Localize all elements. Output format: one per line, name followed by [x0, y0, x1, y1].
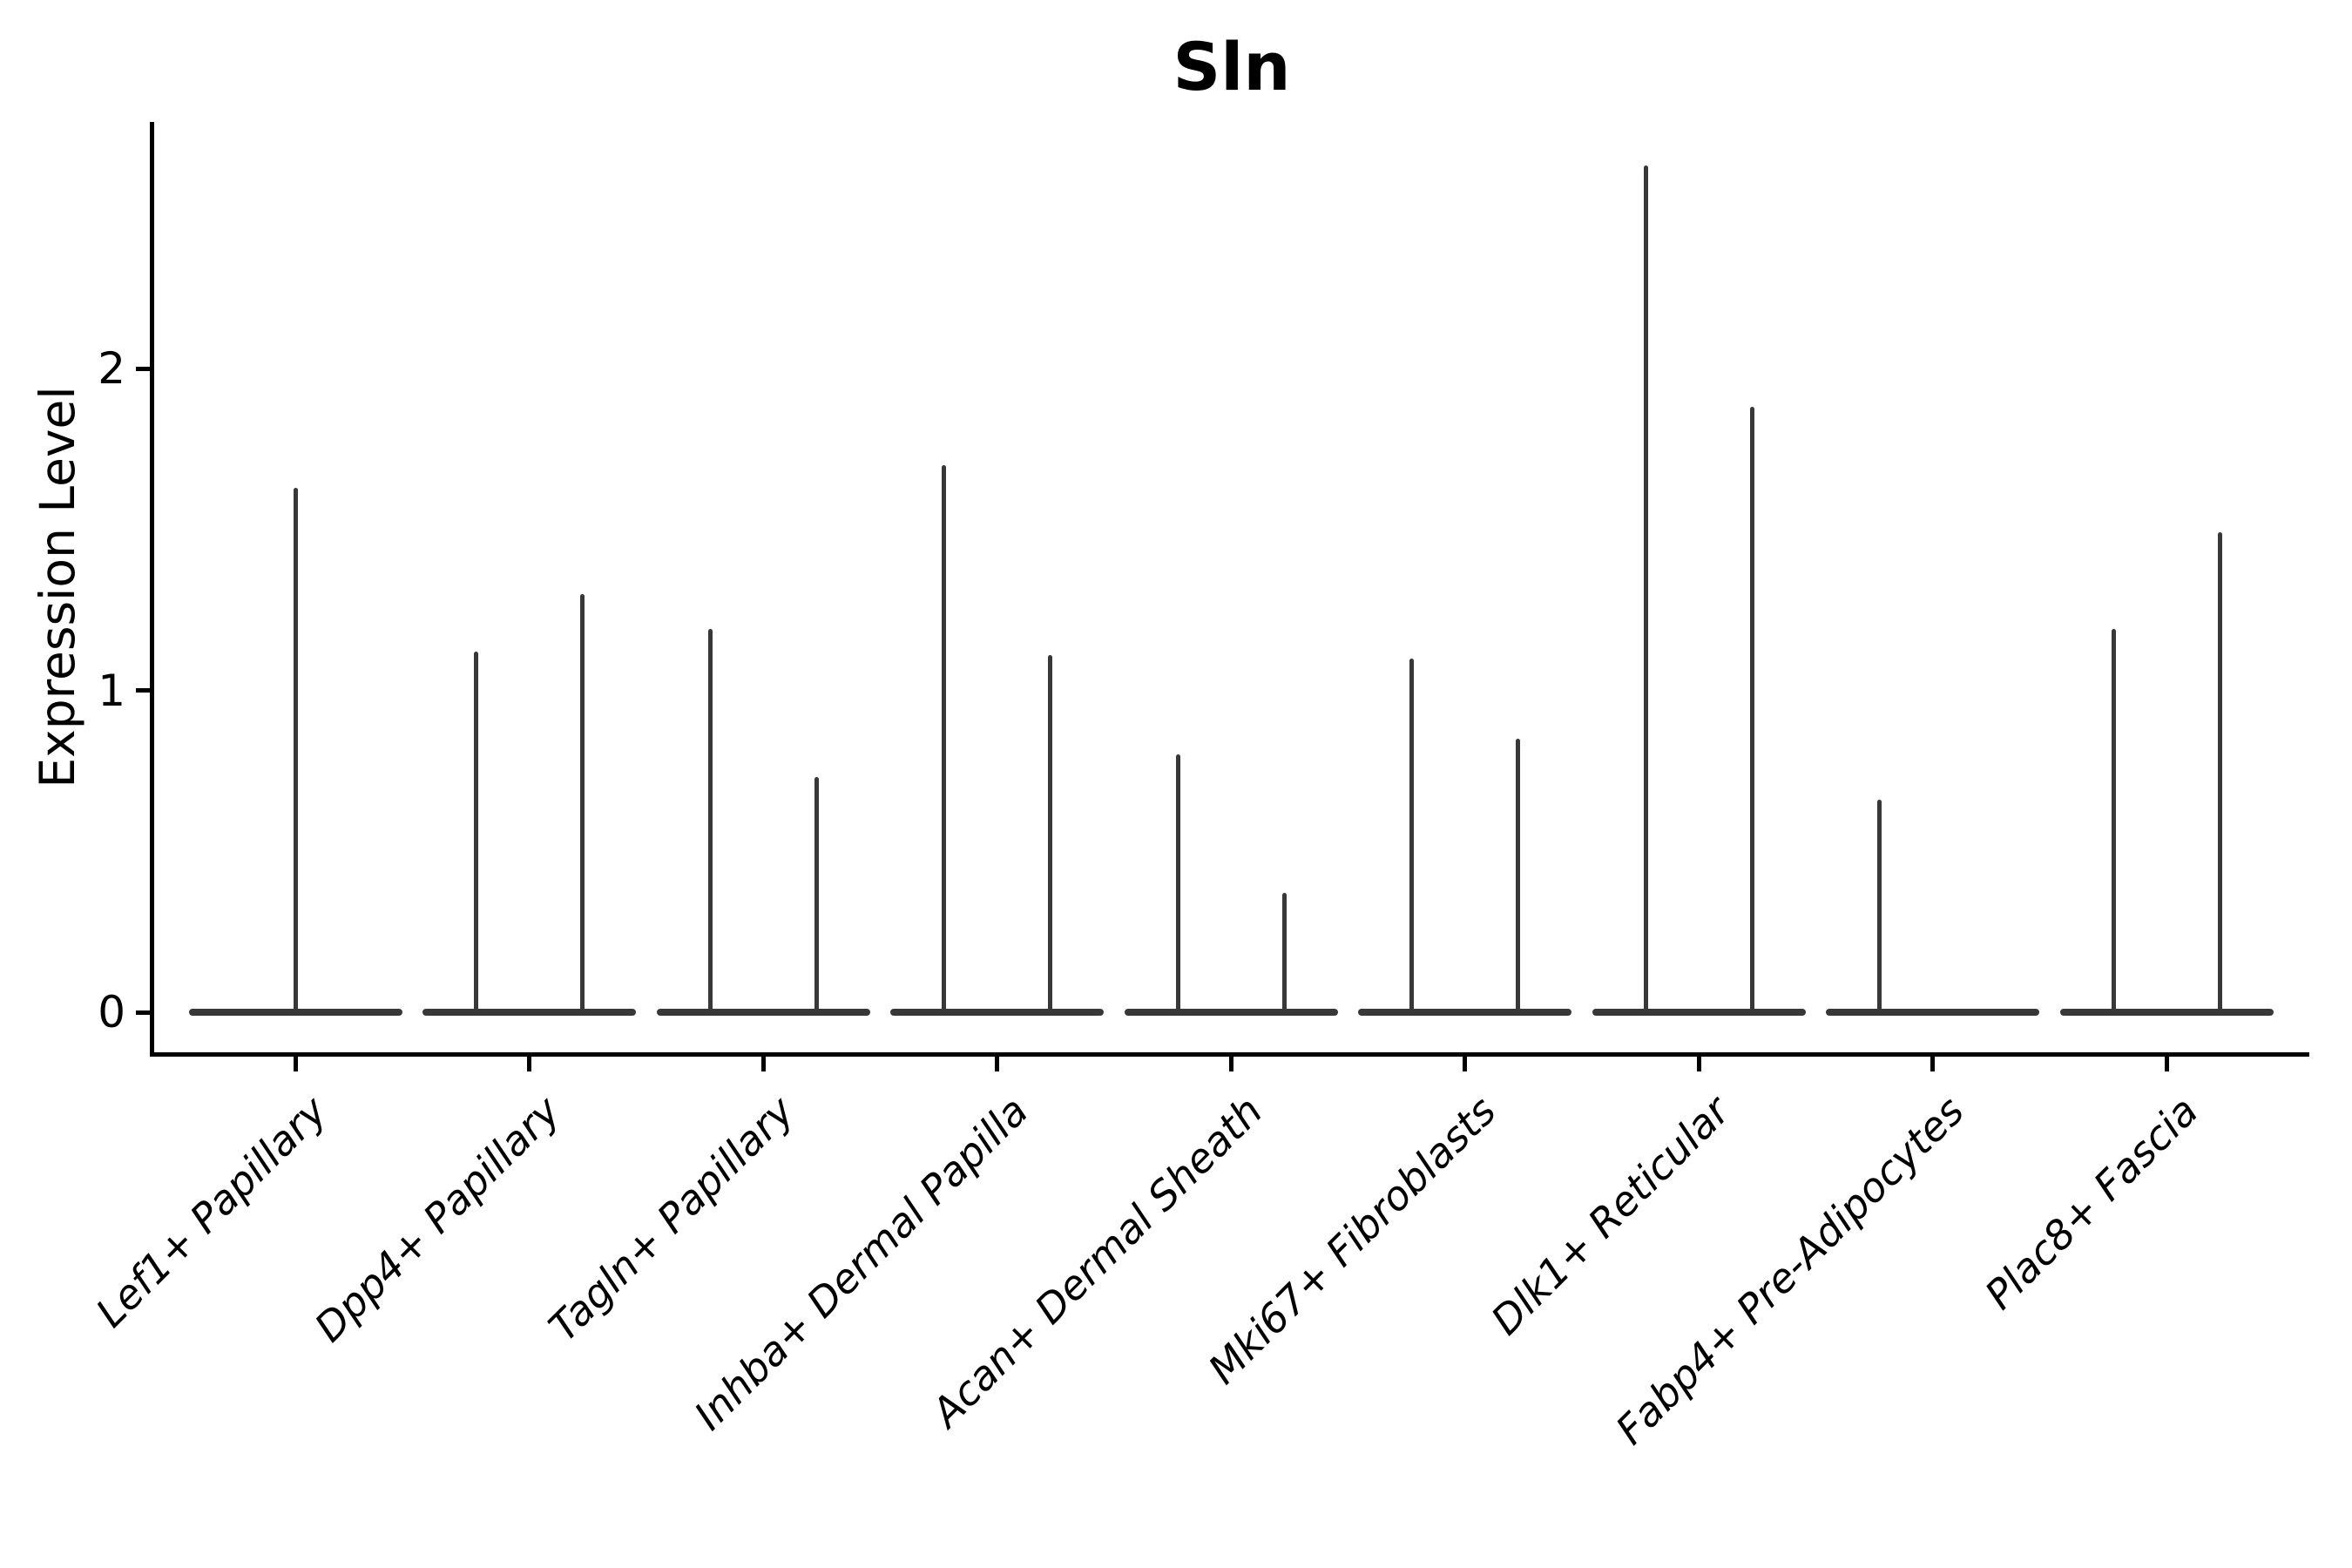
x-tick	[1930, 1057, 1935, 1071]
violin-body	[2059, 1009, 2274, 1016]
x-tick-label: Lef1+ Papillary	[86, 1087, 336, 1336]
violin-spike	[1877, 800, 1882, 1012]
y-tick-label: 2	[98, 343, 125, 394]
x-axis-spine	[150, 1052, 2309, 1057]
y-axis-spine	[150, 122, 154, 1057]
y-tick	[136, 366, 150, 371]
x-tick	[1696, 1057, 1701, 1071]
y-tick-label: 0	[98, 987, 125, 1037]
x-tick-label: Plac8+ Fascia	[1975, 1087, 2207, 1319]
violin-body	[1826, 1009, 2039, 1016]
x-tick	[527, 1057, 531, 1071]
y-tick-label: 1	[98, 665, 125, 716]
violin-spike	[293, 487, 298, 1012]
violin-body	[1358, 1009, 1571, 1016]
violin-spike	[1175, 754, 1180, 1012]
violin-body	[422, 1009, 636, 1016]
violin-spike	[814, 777, 819, 1012]
violin-spike	[474, 652, 478, 1012]
violin-spike	[1281, 893, 1287, 1012]
violin-body	[656, 1009, 870, 1016]
x-tick	[760, 1057, 766, 1071]
violin-body	[890, 1009, 1104, 1016]
x-tick-label: Tagln+ Papillary	[539, 1087, 804, 1351]
violin-spike	[942, 464, 946, 1012]
violin-spike	[707, 629, 713, 1012]
y-axis-title: Expression Level	[30, 386, 85, 788]
x-tick	[1228, 1057, 1233, 1071]
violin-body	[1592, 1009, 1806, 1016]
violin-spike	[580, 593, 585, 1012]
y-tick	[136, 688, 150, 693]
violin-spike	[1409, 658, 1414, 1012]
violin-body	[188, 1009, 402, 1016]
x-tick-label: Dlk1+ Reticular	[1482, 1087, 1740, 1344]
violin-spike	[1048, 654, 1052, 1012]
violin-spike	[1643, 166, 1648, 1012]
violin-spike	[1516, 738, 1520, 1012]
y-tick	[136, 1010, 150, 1015]
x-tick-label: Dpp4+ Papillary	[306, 1087, 570, 1351]
violin-spike	[2111, 629, 2116, 1012]
x-tick	[2164, 1057, 2169, 1071]
x-tick	[995, 1057, 999, 1071]
violin-spike	[2217, 532, 2222, 1012]
violin-body	[1124, 1009, 1338, 1016]
x-tick	[293, 1057, 298, 1071]
x-tick	[1463, 1057, 1467, 1071]
violin-spike	[1749, 407, 1754, 1012]
chart-title: Sln	[1173, 28, 1291, 105]
